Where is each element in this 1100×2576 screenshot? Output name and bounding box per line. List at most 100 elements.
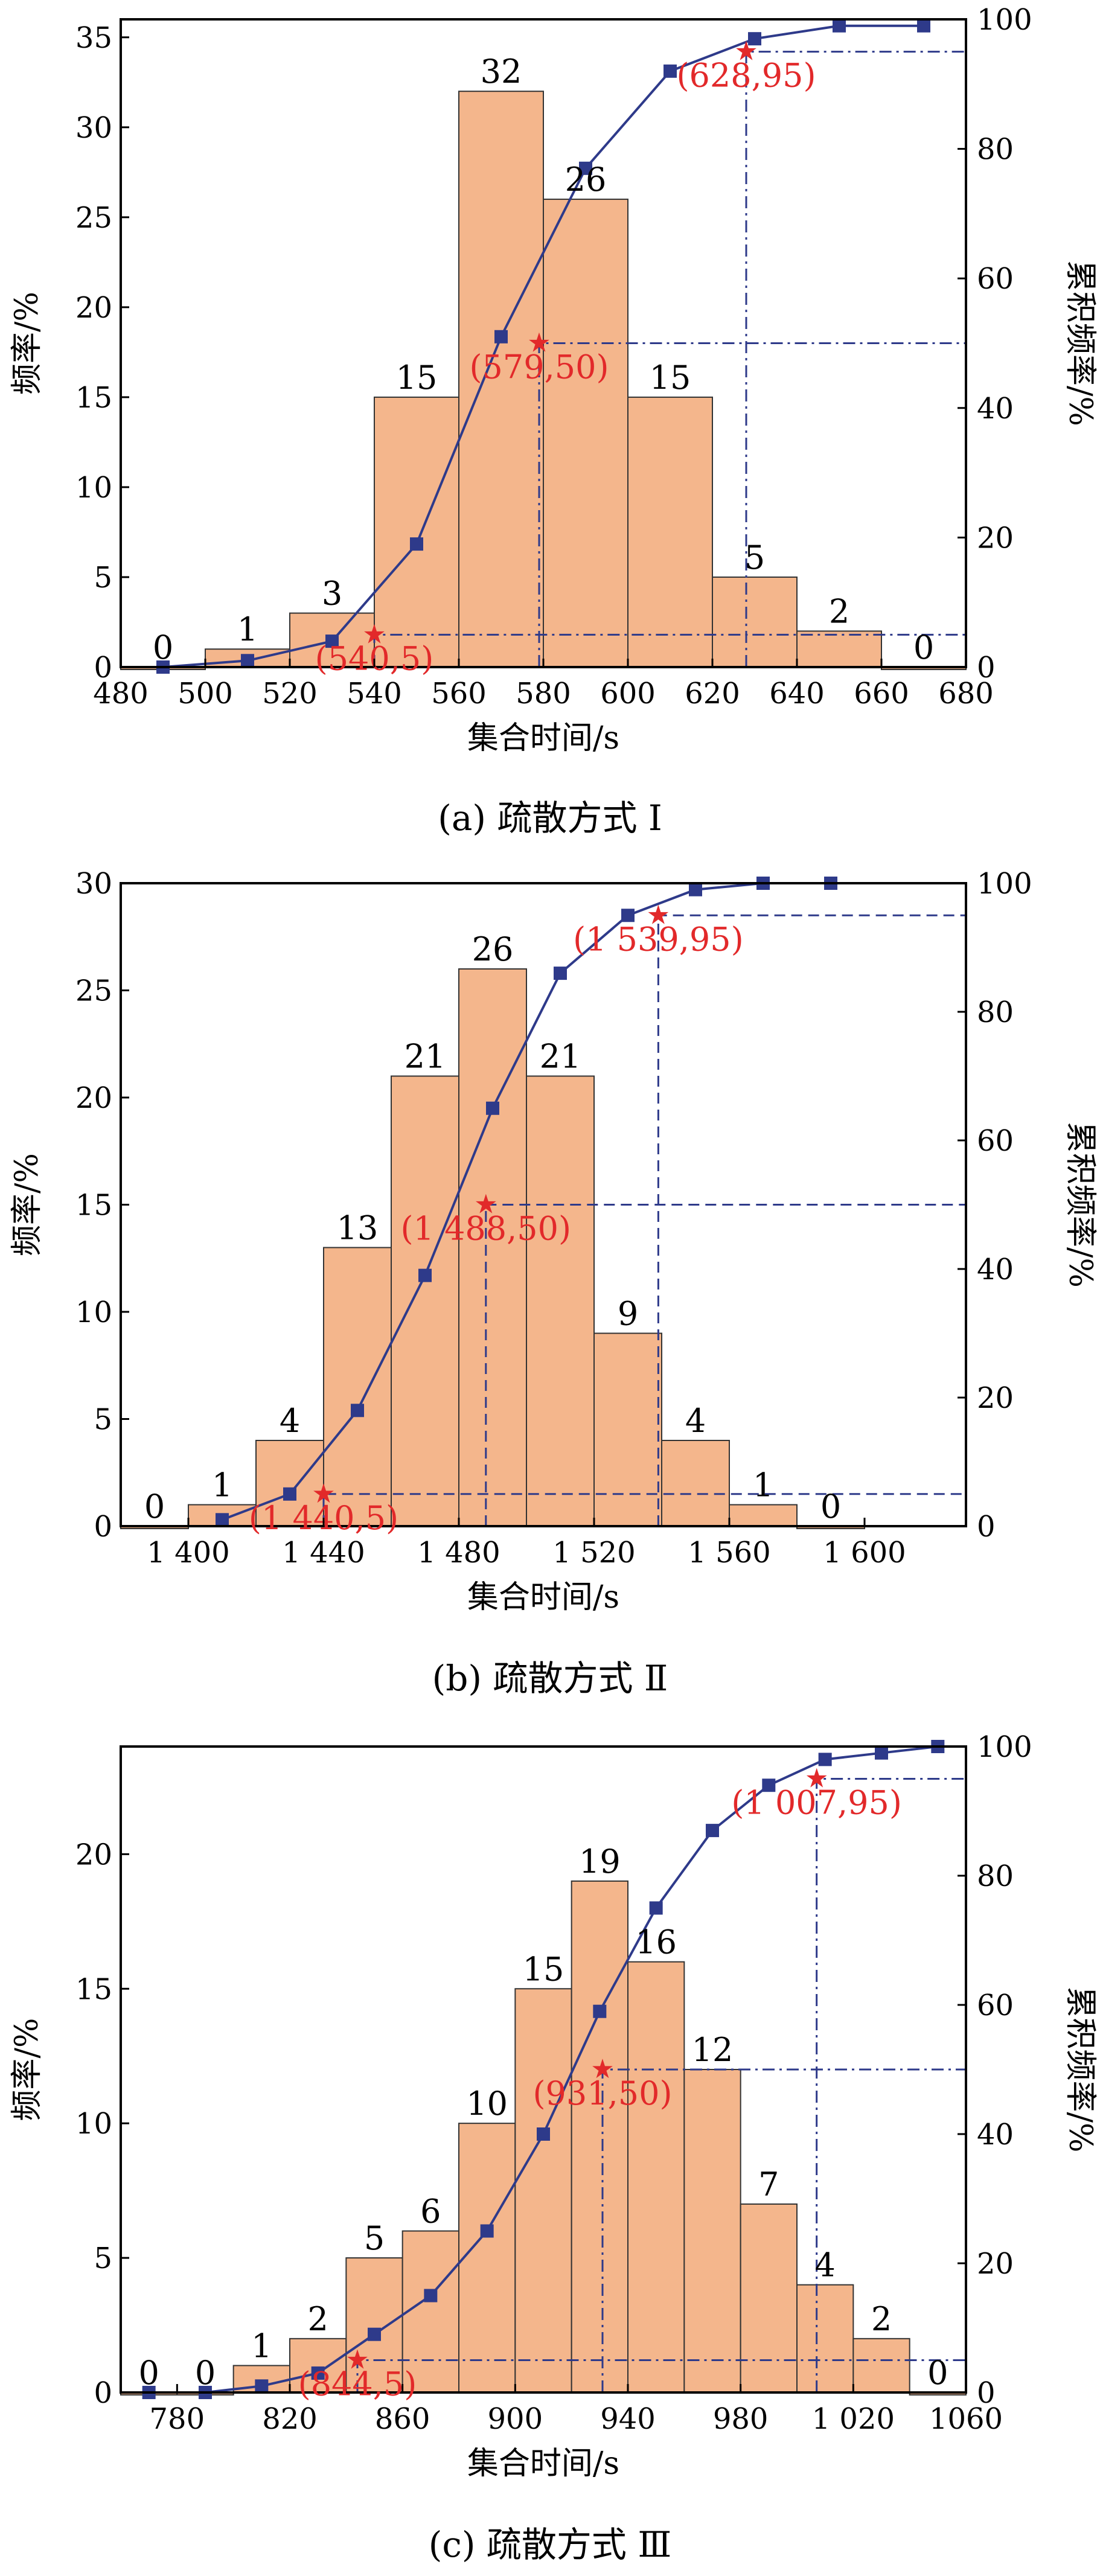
y2-tick-label: 80	[977, 133, 1014, 167]
bar-value-label: 26	[565, 161, 607, 199]
x-tick-label: 1 400	[147, 1536, 229, 1570]
histogram-bar	[594, 1334, 662, 1527]
annotation-label: (628,95)	[676, 57, 816, 95]
y2-axis-label: 累积频率/%	[1062, 1122, 1098, 1288]
cumulative-point	[418, 1269, 432, 1282]
bar-value-label: 5	[744, 539, 765, 577]
chart-panel-3: 0 0125610151916127420★(844,5)★(931,50)★(1…	[9, 1730, 1098, 2565]
bar-value-label: 4	[685, 1402, 706, 1440]
cumulative-point	[664, 65, 677, 78]
x-axis-label: 集合时间/s	[467, 1579, 619, 1616]
histogram-bar	[628, 397, 712, 667]
histogram-bar	[526, 1076, 594, 1527]
cumulative-point	[486, 1102, 499, 1115]
cumulative-point	[554, 967, 567, 980]
histogram-bar	[797, 2285, 853, 2392]
histogram-bar	[374, 397, 459, 667]
x-tick-label: 1 020	[812, 2402, 895, 2436]
y-tick-label: 0	[94, 651, 112, 685]
y-tick-label: 30	[75, 867, 112, 901]
histogram-bar	[684, 2069, 740, 2392]
bar-value-label: 1	[212, 1466, 232, 1504]
bar-value-label: 2	[871, 2300, 892, 2338]
bar-value-label: 32	[481, 53, 522, 91]
histogram-bar	[515, 1989, 571, 2392]
bar-value-label: 15	[523, 1950, 564, 1988]
y2-axis-label: 累积频率/%	[1062, 1987, 1098, 2153]
x-tick-label: 780	[150, 2402, 205, 2436]
bar-value-label: 16	[635, 1923, 677, 1961]
histogram-figure: 0 1315322615520★(540,5)★(579,50)★(628,95)…	[0, 0, 1100, 2576]
cumulative-point	[216, 1513, 229, 1526]
cumulative-point	[593, 2005, 606, 2018]
x-tick-label: 620	[685, 677, 740, 711]
y2-tick-label: 100	[977, 3, 1032, 37]
x-tick-label: 1 520	[552, 1536, 635, 1570]
y-tick-label: 15	[75, 1189, 112, 1222]
y-tick-label: 20	[75, 1081, 112, 1115]
panel-caption: (a) 疏散方式 Ⅰ	[438, 797, 662, 839]
cumulative-point	[875, 1747, 888, 1760]
x-tick-label: 1 600	[823, 1536, 906, 1570]
cumulative-point	[494, 330, 508, 344]
y-tick-label: 15	[75, 1972, 112, 2006]
bar-value-label: 4	[814, 2246, 835, 2284]
bar-value-label: 15	[396, 359, 438, 397]
histogram-bar	[391, 1076, 459, 1527]
cumulative-point	[241, 654, 254, 667]
annotation-label: (931,50)	[532, 2074, 672, 2112]
y-tick-label: 10	[75, 2107, 112, 2141]
cumulative-point	[424, 2289, 437, 2303]
x-tick-label: 580	[516, 677, 571, 711]
cumulative-point	[351, 1404, 364, 1417]
bar-value-label: 10	[466, 2085, 508, 2123]
histogram-bar	[543, 199, 628, 667]
bar-value-label: 1	[237, 610, 258, 648]
cumulative-point	[833, 19, 846, 33]
annotation-label: (1 488,50)	[400, 1210, 571, 1248]
x-tick-label: 1 440	[282, 1536, 365, 1570]
y2-axis-label: 累积频率/%	[1062, 260, 1098, 426]
y2-tick-label: 0	[977, 1510, 996, 1544]
bar-value-label: 13	[337, 1209, 379, 1247]
bar-value-label: 1	[753, 1466, 773, 1504]
x-tick-label: 640	[769, 677, 825, 711]
histogram-bar	[729, 1505, 797, 1527]
x-tick-label: 500	[177, 677, 233, 711]
cumulative-point	[410, 537, 423, 551]
annotation-label: (540,5)	[315, 639, 434, 677]
annotation-label: (1 007,95)	[731, 1784, 902, 1822]
y2-tick-label: 20	[977, 1381, 1014, 1415]
y-tick-label: 5	[94, 561, 112, 595]
x-tick-label: 1 480	[417, 1536, 500, 1570]
bar-value-label: 21	[540, 1038, 581, 1076]
bar-value-label: 21	[405, 1038, 446, 1076]
y-tick-label: 25	[75, 201, 112, 235]
x-axis-label: 集合时间/s	[467, 720, 619, 756]
y2-tick-label: 60	[977, 1124, 1014, 1158]
y-tick-label: 20	[75, 291, 112, 325]
y-tick-label: 25	[75, 974, 112, 1008]
y-tick-label: 35	[75, 21, 112, 55]
x-tick-label: 900	[488, 2402, 543, 2436]
histogram-bar	[662, 1440, 729, 1526]
y2-tick-label: 20	[977, 521, 1014, 555]
cumulative-point	[689, 883, 702, 896]
x-tick-label: 980	[713, 2402, 769, 2436]
histogram-bar	[741, 2204, 797, 2392]
cumulative-point	[706, 1824, 719, 1837]
x-tick-label: 600	[600, 677, 656, 711]
y2-tick-label: 100	[977, 867, 1032, 901]
y2-tick-label: 60	[977, 262, 1014, 296]
bar-value-label: 9	[618, 1295, 638, 1333]
y-tick-label: 20	[75, 1838, 112, 1871]
y-axis-label: 频率/%	[9, 292, 45, 395]
cumulative-point	[481, 2225, 494, 2238]
y2-tick-label: 20	[977, 2247, 1014, 2281]
bar-value-label: 5	[364, 2219, 385, 2257]
y2-tick-label: 40	[977, 392, 1014, 426]
x-tick-label: 820	[262, 2402, 318, 2436]
annotation-label: (579,50)	[469, 348, 609, 386]
x-tick-label: 860	[375, 2402, 430, 2436]
